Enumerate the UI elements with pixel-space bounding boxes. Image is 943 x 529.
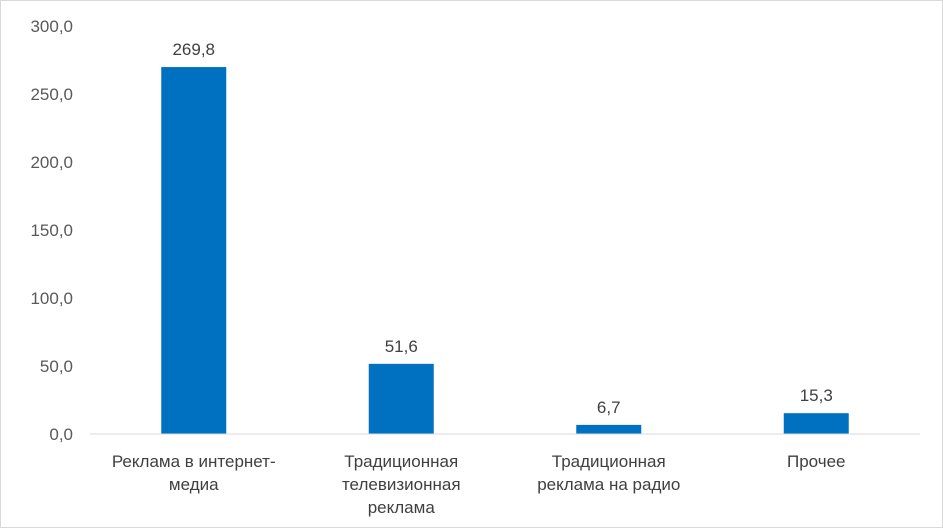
y-tick-label: 50,0 [40,357,73,376]
y-tick-label: 150,0 [30,221,73,240]
x-category-label-line: реклама [368,498,436,517]
y-tick-label: 0,0 [49,425,73,444]
y-tick-label: 100,0 [30,289,73,308]
bar [576,424,642,434]
x-category-label: Традиционная реклама на радио [537,452,680,494]
y-tick-label: 250,0 [30,85,73,104]
data-label: 6,7 [597,398,621,417]
data-label: 15,3 [800,386,833,405]
bar [161,67,227,435]
bar [368,363,434,434]
x-category-label-line: Традиционная [552,452,666,471]
y-tick-label: 200,0 [30,153,73,172]
x-category-label-line: Традиционная [344,452,458,471]
x-category-label: Традиционная телевизионная реклама [342,452,461,517]
x-category-label-line: телевизионная [342,475,461,494]
y-tick-label: 300,0 [30,17,73,36]
bar [783,413,849,434]
x-category-label-line: медиа [169,475,219,494]
x-category-label: Прочее [787,452,846,471]
data-label: 51,6 [385,337,418,356]
x-category-label-line: Реклама в интернет- [112,452,276,471]
data-label: 269,8 [172,40,215,59]
x-category-label: Реклама в интернет-медиа [112,452,276,494]
x-category-label-line: Прочее [787,452,846,471]
x-category-label-line: реклама на радио [537,475,680,494]
